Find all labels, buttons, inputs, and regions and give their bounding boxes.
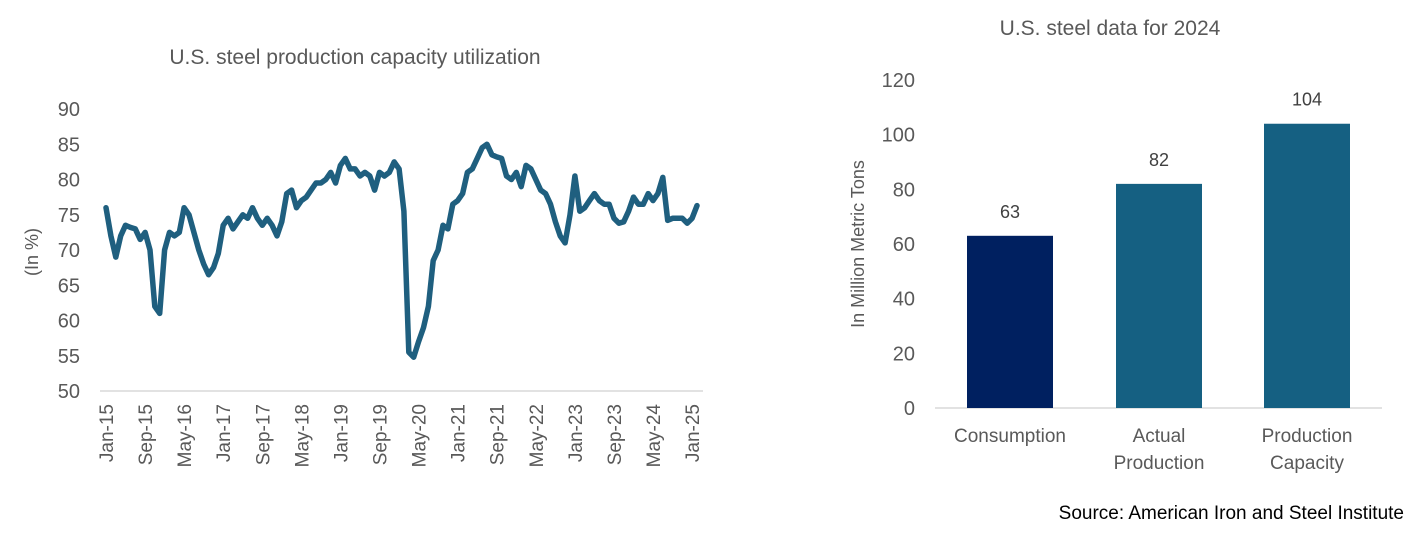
line-y-tick-label: 50 — [58, 381, 80, 403]
line-y-tick-label: 75 — [58, 205, 80, 227]
bar-y-axis-ticks: 0 20 40 60 80 100 120 — [882, 70, 915, 420]
bar-data-label: 63 — [1000, 202, 1020, 222]
line-x-tick-label: May-20 — [410, 404, 431, 467]
bar — [1116, 183, 1202, 408]
bar-category-labels: Consumption Actual Production Production Cap… — [954, 426, 1352, 474]
line-x-tick-label: Sep-17 — [253, 404, 274, 465]
bar-marks — [967, 123, 1350, 408]
line-y-tick-label: 80 — [58, 170, 80, 192]
line-x-tick-label: Jan-21 — [449, 404, 470, 462]
line-x-tick-label: Sep-23 — [605, 404, 626, 465]
line-y-tick-label: 90 — [58, 99, 80, 121]
line-y-tick-label: 65 — [58, 275, 80, 297]
bar — [1264, 123, 1350, 408]
series-line-utilization — [103, 141, 700, 360]
line-x-tick-label: May-22 — [527, 404, 548, 467]
bar-data-label: 104 — [1292, 90, 1322, 110]
bar-category-label: Capacity — [1270, 453, 1344, 474]
line-y-tick-label: 60 — [58, 311, 80, 333]
line-chart-title: U.S. steel production capacity utilizati… — [169, 46, 540, 69]
line-x-tick-label: Sep-19 — [371, 404, 392, 465]
bar-category-label: Actual — [1133, 426, 1186, 447]
bar-data-labels: 63 82 104 — [1000, 90, 1322, 222]
bar-data-label: 82 — [1149, 150, 1169, 170]
bar-chart: U.S. steel data for 2024 In Million Metr… — [848, 17, 1382, 474]
bar-y-tick-label: 80 — [893, 179, 915, 201]
line-y-tick-label: 55 — [58, 346, 80, 368]
bar — [967, 235, 1053, 408]
bar-chart-ylabel: In Million Metric Tons — [848, 160, 868, 328]
line-y-axis-ticks: 50 55 60 65 70 75 80 85 90 — [58, 99, 80, 403]
line-chart-ylabel: (In %) — [22, 228, 42, 276]
line-x-tick-label: May-18 — [292, 404, 313, 467]
bar-y-tick-label: 60 — [893, 234, 915, 256]
line-chart: U.S. steel production capacity utilizati… — [22, 46, 704, 467]
bar-category-label: Production — [1114, 453, 1205, 474]
bar-y-tick-label: 40 — [893, 289, 915, 311]
line-x-tick-label: May-16 — [175, 404, 196, 467]
bar-y-tick-label: 100 — [882, 125, 915, 147]
bar-chart-title: U.S. steel data for 2024 — [1000, 17, 1221, 40]
bar-category-label: Consumption — [954, 426, 1066, 447]
bar-y-tick-label: 0 — [904, 398, 915, 420]
line-x-tick-label: May-24 — [644, 404, 665, 468]
line-x-tick-label: Sep-15 — [136, 404, 157, 465]
line-x-axis-ticks: Jan-15 Sep-15 May-16 Jan-17 Sep-17 May-18 Jan-… — [97, 404, 704, 468]
bar-category-label: Production — [1262, 426, 1353, 447]
line-y-tick-label: 70 — [58, 240, 80, 262]
line-x-tick-label: Jan-19 — [331, 404, 352, 462]
bar-y-tick-label: 20 — [893, 343, 915, 365]
line-x-tick-label: Jan-25 — [683, 404, 704, 462]
line-y-tick-label: 85 — [58, 134, 80, 156]
bar-y-tick-label: 120 — [882, 70, 915, 92]
source-note: Source: American Iron and Steel Institut… — [1058, 503, 1404, 524]
line-x-tick-label: Jan-17 — [214, 404, 235, 462]
line-x-tick-label: Jan-23 — [566, 404, 587, 462]
line-x-tick-label: Jan-15 — [97, 404, 118, 462]
line-x-tick-label: Sep-21 — [488, 404, 509, 465]
